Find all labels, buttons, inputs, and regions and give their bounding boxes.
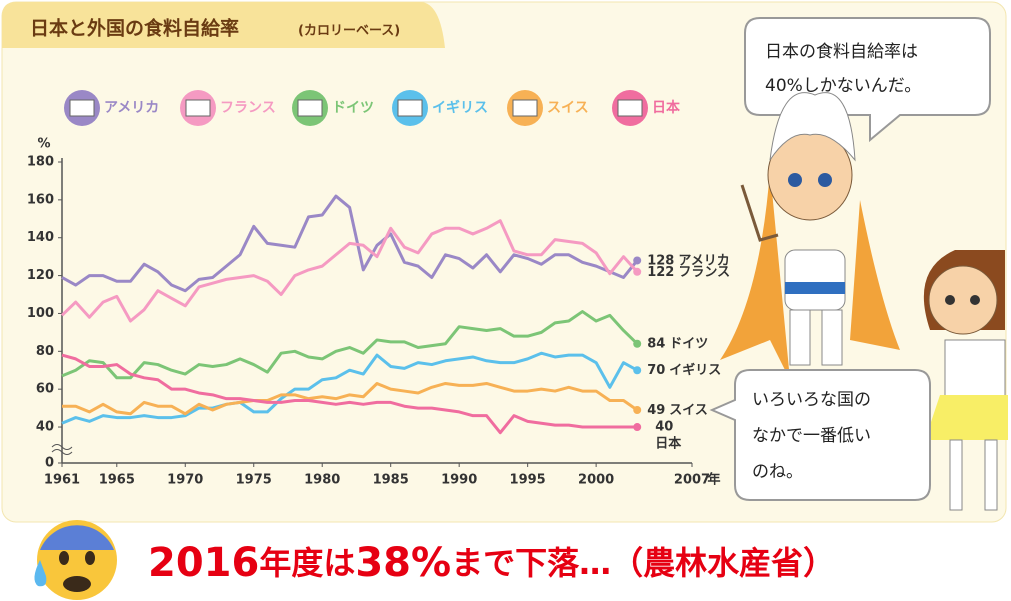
girl-character [923, 250, 1008, 511]
banner-text: 2016年度は38%まで下落…（農林水産省） [148, 540, 835, 586]
end-value-label: 70 [647, 363, 665, 378]
end-name-label: スイス [669, 402, 708, 417]
legend-flag [512, 99, 538, 117]
end-label: 128 アメリカ [647, 253, 730, 268]
y-tick-label: 80 [36, 344, 54, 359]
y-tick-label: 120 [27, 268, 54, 283]
end-value-label: 122 [647, 264, 674, 279]
end-point [633, 256, 642, 265]
legend-label: 日本 [652, 99, 681, 116]
plot: % 0 40 60 80 100 120 140 160 180 1961 1965 1970 1975 1… [27, 137, 730, 488]
series-line [61, 310, 639, 380]
y-tick-label: 0 [45, 456, 54, 471]
end-point [633, 423, 642, 432]
y-axis-label: % [37, 137, 50, 152]
series-line [61, 351, 638, 425]
end-point [633, 405, 642, 414]
chart-subtitle: (カロリーベース) [298, 24, 400, 39]
banner-part: まで下落…（農林水産省） [451, 544, 835, 582]
chart-title: 日本と外国の食料自給率 [30, 17, 239, 40]
end-name-label: フランス [678, 264, 730, 279]
y-tick-label: 40 [36, 420, 54, 435]
series-line [61, 353, 638, 435]
banner-part: 年度は [259, 544, 355, 582]
legend-label: フランス [220, 100, 276, 116]
x-tick-label: 2000 [578, 473, 614, 488]
x-axis-label: 年 [707, 472, 720, 488]
end-point [633, 366, 642, 375]
end-value-label: 49 [647, 402, 665, 417]
legend-flag [185, 99, 211, 117]
x-tick-label: 2007 [674, 473, 710, 488]
end-value-label: 84 [647, 336, 665, 351]
end-label: 49 スイス [647, 402, 708, 417]
bubble-text: いろいろな国の [752, 390, 871, 410]
legend-flag [69, 99, 95, 117]
end-name-label: イギリス [669, 362, 721, 378]
legend-flag [617, 99, 643, 117]
x-tick-label: 1980 [304, 473, 340, 488]
series-line [62, 381, 639, 416]
legend-flag [397, 99, 423, 117]
series-line [60, 219, 639, 323]
banner-part: 38% [355, 540, 451, 586]
hero-character [720, 92, 900, 380]
end-label: 84 ドイツ [647, 336, 708, 351]
bubble-text: なかで一番低い [752, 426, 871, 446]
x-tick-label: 1970 [167, 473, 203, 488]
y-tick-label: 140 [27, 230, 54, 245]
bubble-text: のね。 [752, 462, 803, 482]
end-point [633, 267, 642, 276]
end-point [633, 339, 642, 348]
end-name-label: 日本 [655, 436, 681, 452]
x-tick-label: 1985 [373, 473, 409, 488]
x-tick-label: 1990 [441, 473, 477, 488]
x-tick-label: 1961 [44, 473, 80, 488]
series-line [61, 194, 639, 293]
end-value-label: 40 [655, 420, 673, 435]
banner-part: 2016 [148, 540, 259, 586]
bubble-text: 40%しかないんだ。 [765, 76, 921, 96]
legend-label: スイス [547, 100, 589, 116]
speech-bubble [709, 369, 931, 501]
worried-emoji [34, 520, 117, 600]
y-tick-label: 160 [27, 192, 54, 207]
legend-label: ドイツ [332, 100, 374, 116]
bubble-text: 日本の食料自給率は [765, 42, 918, 62]
axis-break [51, 444, 73, 455]
y-tick-label: 180 [27, 155, 54, 170]
x-tick-label: 1965 [99, 473, 135, 488]
end-name-label: アメリカ [678, 253, 729, 268]
end-label: 70 イギリス [647, 362, 721, 378]
title-tab [2, 2, 445, 48]
legend-label: アメリカ [104, 100, 159, 116]
end-label: 122 フランス [647, 264, 730, 279]
y-tick-label: 100 [27, 306, 54, 321]
x-tick-label: 1995 [510, 473, 546, 488]
y-tick-label: 60 [36, 382, 54, 397]
end-name-label: ドイツ [669, 336, 708, 351]
end-value-label: 128 [647, 253, 674, 268]
legend: アメリカ フランス ドイツ イギリス スイス 日本 [64, 90, 681, 126]
legend-flag [297, 99, 323, 117]
x-tick-label: 1975 [236, 473, 272, 488]
legend-label: イギリス [432, 99, 488, 116]
